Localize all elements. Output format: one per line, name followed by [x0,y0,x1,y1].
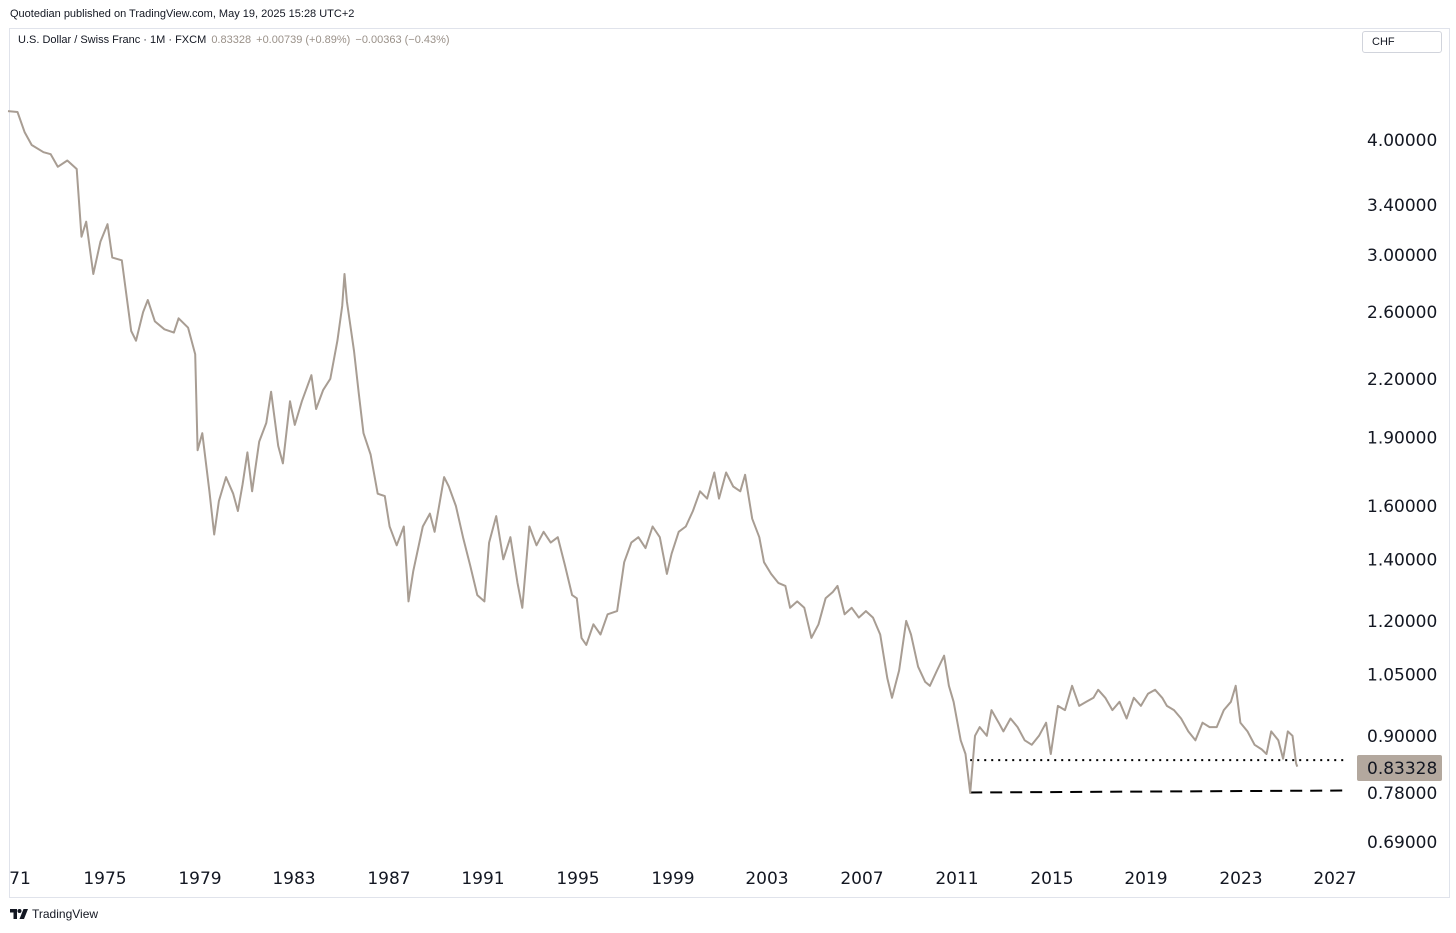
chart-frame [9,28,1450,898]
last-price-tag-bg [1357,755,1442,781]
y-tick-label: 2.20000 [1367,370,1437,390]
y-tick-label: 3.40000 [1367,196,1437,216]
y-tick-label: 3.00000 [1367,246,1437,266]
y-tick-label: 1.05000 [1367,665,1437,685]
dashed-support-line [970,789,1349,794]
x-tick-label: 2011 [935,869,978,889]
x-tick-label: 1991 [461,869,504,889]
footer-brand[interactable]: TradingView [32,907,99,921]
price-series-line [7,110,1299,794]
x-tick-label: 71 [9,869,31,889]
x-tick-label: 1987 [367,869,410,889]
x-tick-label: 2003 [745,869,788,889]
x-tick-label: 2015 [1030,869,1073,889]
x-tick-label: 2007 [840,869,883,889]
x-tick-label: 1975 [83,869,126,889]
y-tick-label: 0.69000 [1367,833,1437,853]
y-tick-label: 2.60000 [1367,303,1437,323]
price-axis[interactable]: 4.00000 3.40000 3.00000 2.60000 2.20000 1.900… [1367,131,1437,853]
symbol-name[interactable]: U.S. Dollar / Swiss Franc · 1M · FXCM [18,34,207,46]
y-tick-label: 4.00000 [1367,131,1437,151]
x-tick-label: 1995 [556,869,599,889]
time-axis[interactable]: 71 1975 1979 1983 1987 1991 1995 1999 2003 2007 20… [9,869,1356,889]
y-tick-label: 0.90000 [1367,727,1437,747]
x-tick-label: 1979 [178,869,221,889]
footer: TradingView [10,907,98,921]
reference-lines [970,759,1349,794]
x-tick-label: 2027 [1313,869,1356,889]
symbol-last: 0.83328 [211,34,252,46]
y-tick-label: 1.90000 [1367,428,1437,448]
tradingview-logo-icon[interactable] [10,909,28,919]
currency-button[interactable]: CHF [1362,31,1442,53]
y-tick-label: 1.60000 [1367,497,1437,517]
symbol-change-2: −0.00363 (−0.43%) [355,34,450,46]
y-tick-label: 1.20000 [1367,612,1437,632]
symbol-legend: U.S. Dollar / Swiss Franc · 1M · FXCM 0.… [18,34,450,46]
y-tick-label: 1.40000 [1367,550,1437,570]
x-tick-label: 1983 [272,869,315,889]
y-tick-label: 0.78000 [1367,784,1437,804]
last-price-tag: 0.83328 [1357,755,1442,781]
x-tick-label: 1999 [651,869,694,889]
x-tick-label: 2023 [1219,869,1262,889]
publisher-line: Quotedian published on TradingView.com, … [10,8,355,20]
x-tick-label: 2019 [1124,869,1167,889]
last-price-label: 0.83328 [1367,759,1437,779]
symbol-change: +0.00739 (+0.89%) [256,34,351,46]
